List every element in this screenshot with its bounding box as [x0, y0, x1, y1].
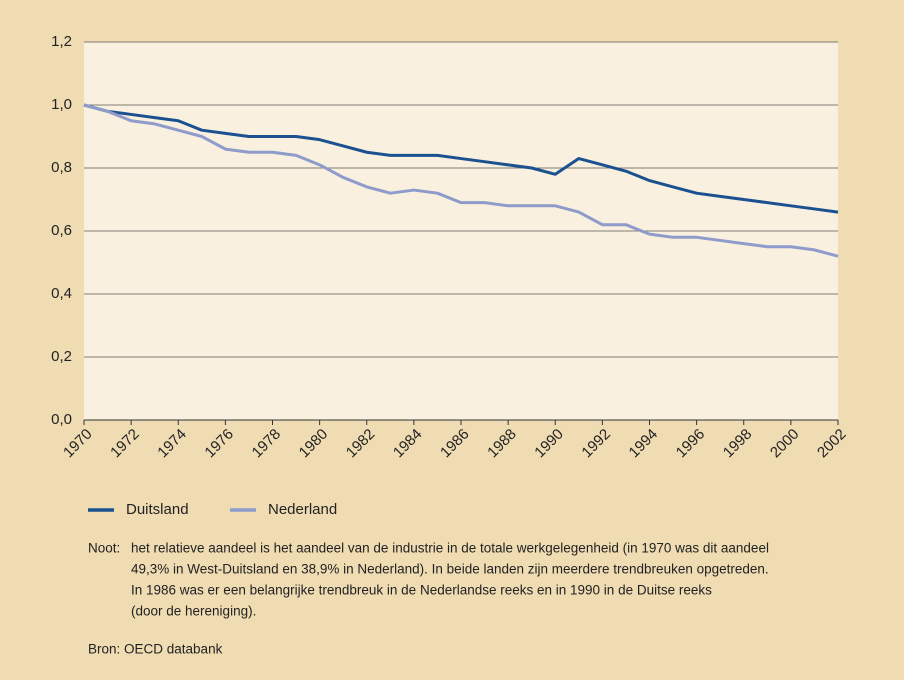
source: Bron: OECD databank: [88, 642, 223, 657]
y-tick-label: 0,4: [51, 285, 72, 302]
note-line: het relatieve aandeel is het aandeel van…: [131, 541, 769, 556]
note-line: (door de hereniging).: [131, 604, 256, 619]
note-line: 49,3% in West-Duitsland en 38,9% in Nede…: [131, 562, 769, 577]
y-tick-label: 1,0: [51, 96, 72, 113]
y-tick-label: 0,0: [51, 411, 72, 428]
series-line: [83, 103, 839, 214]
y-tick-label: 0,8: [51, 159, 72, 176]
y-tick-label: 0,2: [51, 348, 72, 365]
note-line: In 1986 was er een belangrijke trendbreu…: [131, 583, 712, 598]
y-tick-label: 0,6: [51, 222, 72, 239]
series-line: [83, 103, 839, 258]
legend-label: Duitsland: [126, 501, 189, 518]
note-label: Noot:: [88, 541, 120, 556]
legend-label: Nederland: [268, 501, 337, 518]
y-tick-label: 1,2: [51, 33, 72, 50]
